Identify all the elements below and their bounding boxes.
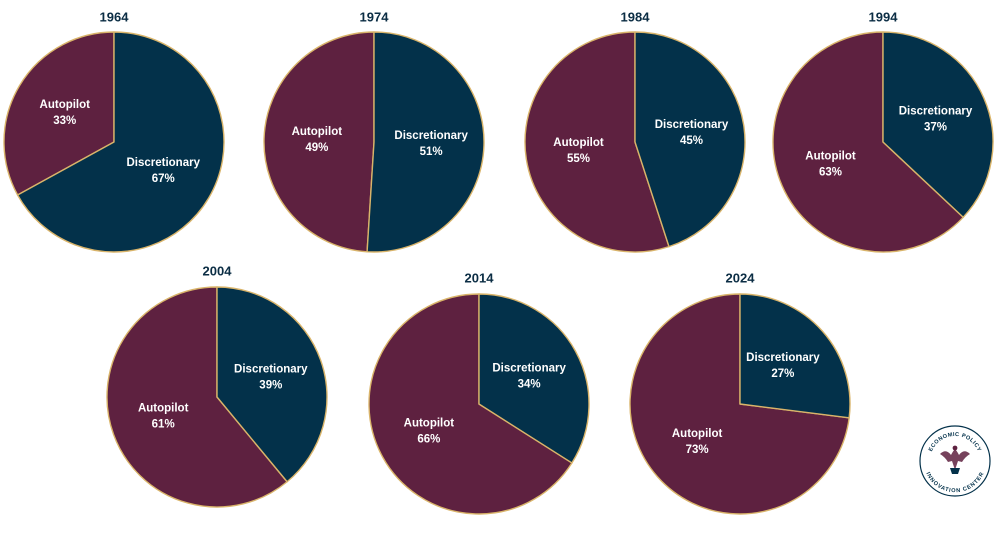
pie-title: 2014: [465, 270, 495, 285]
slice-label-discretionary: Discretionary: [126, 157, 200, 169]
pie-chart-1974: 1974 Autopilot 49% Discretionary 51%: [263, 9, 485, 253]
pie-chart-2004: 2004 Autopilot 61% Discretionary 39%: [106, 263, 328, 508]
pie-slice-discretionary: [634, 31, 746, 248]
slice-value-autopilot: 73%: [686, 444, 709, 456]
slice-value-autopilot: 33%: [53, 115, 76, 127]
pie-title: 2004: [203, 263, 233, 278]
pie-slice-discretionary: [882, 31, 994, 218]
slice-label-discretionary: Discretionary: [655, 119, 729, 131]
eagle-icon: [940, 445, 970, 474]
slice-label-autopilot: Autopilot: [805, 151, 856, 163]
slice-value-discretionary: 27%: [771, 368, 794, 380]
slice-value-discretionary: 37%: [924, 121, 947, 133]
pie-slice-discretionary: [216, 286, 328, 483]
pie-slice-autopilot: [263, 31, 375, 253]
epic-logo: ECONOMIC POLICY INNOVATION CENTER: [919, 425, 991, 497]
slice-label-discretionary: Discretionary: [234, 364, 308, 376]
pie-title: 1984: [621, 9, 651, 24]
slice-value-discretionary: 39%: [259, 380, 282, 392]
pie-title: 1974: [360, 9, 390, 24]
slice-value-autopilot: 66%: [417, 434, 440, 446]
slice-label-discretionary: Discretionary: [746, 352, 820, 364]
slice-value-discretionary: 51%: [420, 146, 443, 158]
pie-title: 1994: [869, 9, 899, 24]
slice-label-discretionary: Discretionary: [492, 362, 566, 374]
pie-slice-discretionary: [478, 293, 590, 464]
slice-label-discretionary: Discretionary: [899, 105, 973, 117]
slice-value-autopilot: 61%: [152, 418, 175, 430]
pie-slice-discretionary: [366, 31, 485, 253]
pie-slice-autopilot: [106, 286, 288, 508]
slice-value-discretionary: 67%: [152, 173, 175, 185]
slice-label-autopilot: Autopilot: [40, 99, 91, 111]
pie-slice-autopilot: [772, 31, 964, 253]
slice-label-autopilot: Autopilot: [138, 402, 189, 414]
pie-slice-discretionary: [16, 31, 225, 253]
slice-label-autopilot: Autopilot: [292, 126, 343, 138]
pie-title: 1964: [100, 9, 130, 24]
pie-chart-1964: 1964 Autopilot 33% Discretionary 67%: [3, 9, 225, 253]
pie-title: 2024: [726, 270, 756, 285]
pie-slice-autopilot: [3, 31, 115, 196]
slice-value-discretionary: 45%: [680, 135, 703, 147]
slice-value-autopilot: 55%: [567, 153, 590, 165]
slice-label-discretionary: Discretionary: [394, 130, 468, 142]
pie-chart-1984: 1984 Autopilot 55% Discretionary 45%: [524, 9, 746, 253]
pie-slice-discretionary: [739, 293, 851, 419]
pie-slice-autopilot: [524, 31, 670, 253]
pie-chart-1994: 1994 Autopilot 63% Discretionary 37%: [772, 9, 994, 253]
slice-label-autopilot: Autopilot: [404, 418, 455, 430]
slice-label-autopilot: Autopilot: [553, 137, 604, 149]
pie-chart-2024: 2024 Autopilot 73% Discretionary 27%: [629, 270, 851, 515]
slice-value-autopilot: 49%: [305, 142, 328, 154]
slice-label-autopilot: Autopilot: [672, 428, 723, 440]
slice-value-discretionary: 34%: [518, 378, 541, 390]
pie-chart-2014: 2014 Autopilot 66% Discretionary 34%: [368, 270, 590, 515]
pie-slice-autopilot: [368, 293, 573, 515]
slice-value-autopilot: 63%: [819, 167, 842, 179]
